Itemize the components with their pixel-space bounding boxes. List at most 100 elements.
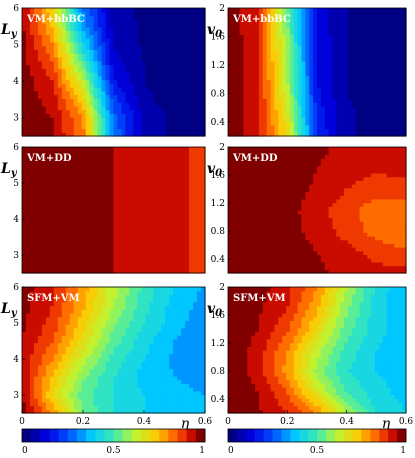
heatmap-cell: [73, 202, 79, 207]
heatmap-cell: [133, 90, 138, 96]
heatmap-cell: [297, 64, 303, 69]
heatmap-cell: [109, 184, 115, 189]
heatmap-cell: [402, 19, 407, 24]
heatmap-cell: [129, 265, 134, 270]
heatmap-cell: [49, 206, 55, 211]
heatmap-cell: [289, 34, 295, 39]
heatmap-cell: [53, 72, 59, 77]
heatmap-cell: [359, 132, 365, 137]
heatmap-cell: [153, 180, 158, 185]
heatmap-cell: [129, 269, 134, 274]
heatmap-cell: [93, 228, 99, 233]
heatmap-cell: [81, 232, 87, 237]
heatmap-cell: [22, 180, 27, 185]
heatmap-cell: [344, 30, 349, 35]
heatmap-cell: [41, 23, 47, 28]
heatmap-cell: [344, 94, 349, 99]
heatmap-cell: [121, 250, 127, 256]
heatmap-cell: [189, 26, 194, 32]
heatmap-cell: [177, 265, 182, 270]
heatmap-cell: [375, 102, 380, 107]
heatmap-cell: [286, 109, 291, 115]
heatmap-cell: [255, 53, 260, 58]
heatmap-cell: [137, 258, 142, 263]
heatmap-cell: [133, 8, 138, 13]
heatmap-cell: [390, 79, 395, 84]
y-tick-label: 3: [13, 114, 19, 124]
heatmap-cell: [247, 15, 252, 20]
heatmap-cell: [153, 206, 158, 211]
heatmap-cell: [309, 34, 314, 39]
heatmap-cell: [189, 198, 194, 204]
heatmap-cell: [173, 184, 178, 189]
heatmap-cell: [313, 98, 318, 103]
heatmap-cell: [125, 187, 131, 193]
heatmap-cell: [109, 30, 115, 35]
heatmap-cell: [169, 172, 174, 178]
heatmap-cell: [133, 191, 138, 196]
heatmap-cell: [145, 87, 150, 92]
heatmap-cell: [105, 120, 111, 126]
heatmap-cell: [262, 124, 268, 130]
heatmap-cell: [129, 191, 134, 196]
heatmap-cell: [235, 191, 241, 196]
heatmap-cell: [262, 90, 268, 96]
heatmap-cell: [49, 72, 55, 77]
heatmap-cell: [197, 176, 202, 181]
heatmap-cell: [355, 94, 361, 99]
heatmap-cell: [239, 180, 245, 185]
heatmap-cell: [243, 243, 248, 248]
heatmap-cell: [359, 113, 365, 118]
heatmap-cell: [117, 8, 123, 13]
heatmap-cell: [173, 132, 178, 137]
heatmap-cell: [239, 105, 245, 111]
heatmap-cell: [228, 102, 233, 107]
heatmap-cell: [309, 117, 314, 122]
heatmap-cell: [97, 79, 103, 84]
heatmap-cell: [243, 90, 248, 96]
heatmap-cell: [157, 109, 162, 115]
heatmap-cell: [181, 250, 186, 256]
heatmap-cell: [165, 147, 170, 152]
heatmap-cell: [398, 38, 403, 43]
heatmap-cell: [29, 117, 35, 122]
heatmap-cell: [85, 258, 91, 263]
heatmap-cell: [274, 128, 279, 133]
heatmap-cell: [247, 60, 252, 66]
heatmap-cell: [173, 224, 178, 230]
heatmap-cell: [37, 30, 43, 35]
heatmap-cell: [145, 247, 150, 252]
heatmap-cell: [278, 56, 283, 62]
heatmap-cell: [201, 254, 206, 259]
heatmap-cell: [231, 64, 237, 69]
heatmap-cell: [363, 120, 368, 126]
heatmap-cell: [359, 30, 365, 35]
heatmap-cell: [49, 56, 55, 62]
heatmap-cell: [169, 158, 174, 163]
heatmap-cell: [398, 90, 403, 96]
heatmap-cell: [181, 79, 186, 84]
heatmap-cell: [239, 198, 245, 204]
heatmap-cell: [77, 172, 83, 178]
heatmap-cell: [301, 41, 306, 47]
heatmap-cell: [49, 117, 55, 122]
heatmap-cell: [398, 72, 403, 77]
heatmap-cell: [137, 269, 142, 274]
heatmap-cell: [22, 53, 27, 58]
heatmap-cell: [247, 41, 252, 47]
heatmap-cell: [243, 53, 248, 58]
heatmap-cell: [235, 15, 241, 20]
heatmap-cell: [25, 105, 31, 111]
heatmap-cell: [193, 94, 198, 99]
heatmap-cell: [73, 176, 79, 181]
heatmap-cell: [33, 98, 39, 103]
heatmap-cell: [375, 8, 380, 13]
heatmap-cell: [57, 102, 63, 107]
heatmap-cell: [251, 120, 256, 126]
heatmap-cell: [189, 195, 194, 200]
heatmap-cell: [169, 109, 174, 115]
heatmap-cell: [61, 23, 67, 28]
heatmap-cell: [251, 26, 256, 32]
y-tick-label: 4: [13, 77, 19, 87]
heatmap-cell: [121, 90, 127, 96]
